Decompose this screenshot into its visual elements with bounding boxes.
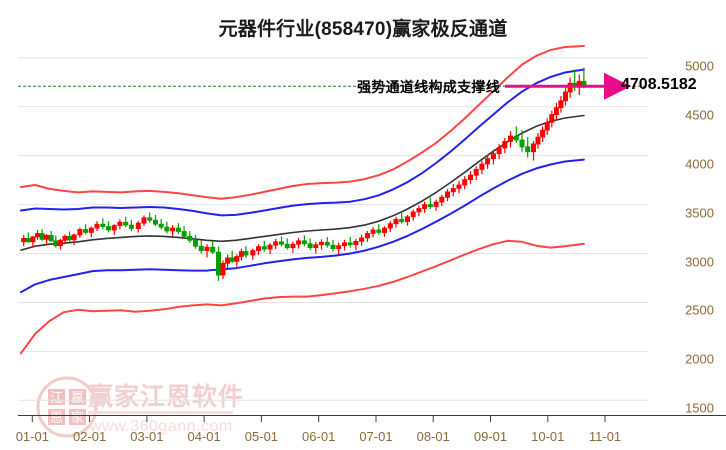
y-axis-tick-label: 4000 <box>685 156 714 172</box>
y-axis: 5000 4500 4000 3500 3000 2500 2000 1500 <box>648 48 726 416</box>
chart-title: 元器件行业(858470)赢家极反通道 <box>218 19 508 40</box>
x-axis: 01-01 02-01 03-01 04-01 05-01 06-01 07-01 08-01… <box>0 415 726 450</box>
x-axis-tick-label: 02-01 <box>72 429 107 444</box>
y-axis-tick-label: 4500 <box>685 107 714 123</box>
svg-text:恩: 恩 <box>50 410 63 425</box>
x-axis-tick-label: 03-01 <box>130 429 164 444</box>
x-axis-tick-label: 04-01 <box>187 429 221 444</box>
y-axis-tick-label: 1500 <box>685 400 714 416</box>
svg-text:赢: 赢 <box>71 390 84 405</box>
x-axis-tick-label: 05-01 <box>244 429 279 444</box>
svg-text:江: 江 <box>50 390 63 405</box>
x-axis-tick-label: 08-01 <box>416 429 450 444</box>
channel-band-lines <box>19 45 585 355</box>
x-axis-tick-label: 09-01 <box>473 429 508 444</box>
y-axis-tick-label: 2000 <box>685 351 714 367</box>
watermark-brand: 赢家江恩软件 <box>88 383 245 411</box>
y-axis-tick-label: 5000 <box>685 58 714 74</box>
x-axis-tick-label: 07-01 <box>359 429 393 444</box>
candlestick-series <box>21 67 587 281</box>
x-axis-tick-label: 11-01 <box>588 429 622 444</box>
price-chart-svg[interactable] <box>18 45 648 415</box>
last-price-label: 4708.5182 <box>621 76 697 94</box>
y-axis-tick-label: 3000 <box>685 254 714 270</box>
plot-area <box>18 45 648 415</box>
svg-text:家: 家 <box>71 410 84 425</box>
annotation-label: 强势通道线构成支撑线 <box>357 79 500 96</box>
y-axis-tick-label: 3500 <box>685 205 714 221</box>
y-axis-tick-label: 2500 <box>685 302 714 318</box>
company-seal-icon: 江 赢 恩 家 <box>36 376 98 438</box>
gridlines <box>18 57 648 401</box>
x-axis-tick-label: 06-01 <box>302 429 336 444</box>
x-axis-tick-label: 10-01 <box>531 429 565 444</box>
watermark-url: www.360gann.com <box>90 418 233 435</box>
x-axis-ticks <box>18 415 726 422</box>
x-axis-tick-label: 01-01 <box>15 429 49 444</box>
watermark-divider <box>88 411 233 414</box>
